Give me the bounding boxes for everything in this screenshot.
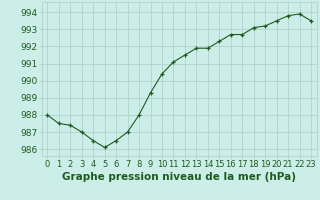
X-axis label: Graphe pression niveau de la mer (hPa): Graphe pression niveau de la mer (hPa) <box>62 172 296 182</box>
